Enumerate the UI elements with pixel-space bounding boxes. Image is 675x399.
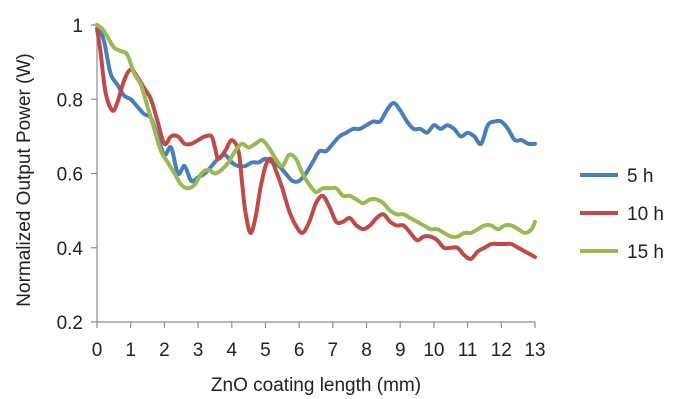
series-lines [95,23,537,261]
x-tick-label: 10 [423,340,444,361]
legend: 5 h 10 h 15 h [580,166,664,263]
series-line-10h [95,26,537,261]
x-tick-label: 1 [125,340,136,361]
x-tick-label: 5 [260,340,271,361]
legend-label: 15 h [627,242,664,263]
legend-label: 10 h [627,204,664,225]
x-tick-label: 6 [294,340,305,361]
x-tick-label: 4 [226,340,237,361]
x-tick-label: 9 [395,340,406,361]
x-axis-ticks: 0 1 2 3 4 5 6 7 8 9 10 11 12 13 [92,322,546,361]
y-axis-ticks: 0.2 0.4 0.6 0.8 1 [57,16,97,334]
x-tick-label: 0 [92,340,103,361]
legend-label: 5 h [627,166,653,187]
y-axis-title: Normalized Output Power (W) [14,53,35,306]
y-tick-label: 0.2 [57,313,83,334]
y-tick-label: 0.6 [57,165,83,186]
x-axis-title: ZnO coating length (mm) [211,375,421,396]
series-line-5h [95,23,537,184]
x-tick-label: 11 [458,340,478,361]
x-tick-label: 7 [328,340,339,361]
y-tick-label: 0.8 [57,90,83,111]
y-tick-label: 1 [72,16,83,37]
series-line-15h [95,23,537,240]
x-tick-label: 3 [193,340,204,361]
x-tick-label: 2 [159,340,170,361]
y-tick-label: 0.4 [57,239,84,260]
x-tick-label: 12 [491,340,512,361]
x-tick-label: 8 [361,340,372,361]
x-tick-label: 13 [524,340,545,361]
